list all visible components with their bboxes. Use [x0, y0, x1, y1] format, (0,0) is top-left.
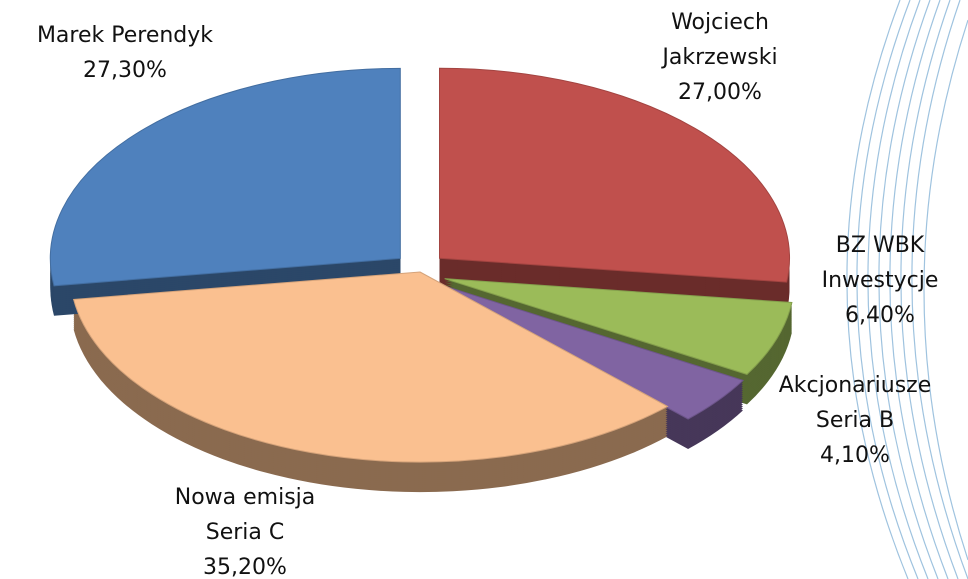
slice [49, 67, 401, 287]
value-label: 35,20% [203, 555, 287, 579]
slice-label: Marek Perendyk 27,30% [5, 18, 245, 88]
value-label: 27,30% [83, 58, 167, 83]
slice [440, 284, 744, 420]
category-name: Wojciech Jakrzewski [662, 10, 778, 70]
background-arcs [846, 0, 968, 579]
category-name: Nowa emisja Seria C [174, 485, 316, 545]
category-name: Marek Perendyk [36, 23, 214, 48]
category-name: BZ WBK Inwestycje [821, 233, 939, 293]
slice [72, 271, 669, 463]
slice-label: Akcjonariusze Seria B 4,10% [760, 368, 950, 473]
category-name: Akcjonariusze Seria B [778, 373, 932, 433]
slice [444, 278, 793, 375]
value-label: 6,40% [845, 303, 915, 328]
slice-label: Nowa emisja Seria C 35,20% [150, 480, 340, 579]
slice [438, 67, 790, 283]
slice-label: BZ WBK Inwestycje 6,40% [810, 228, 950, 333]
slice-label: Wojciech Jakrzewski 27,00% [640, 5, 800, 110]
value-label: 4,10% [820, 443, 890, 468]
value-label: 27,00% [678, 80, 762, 105]
